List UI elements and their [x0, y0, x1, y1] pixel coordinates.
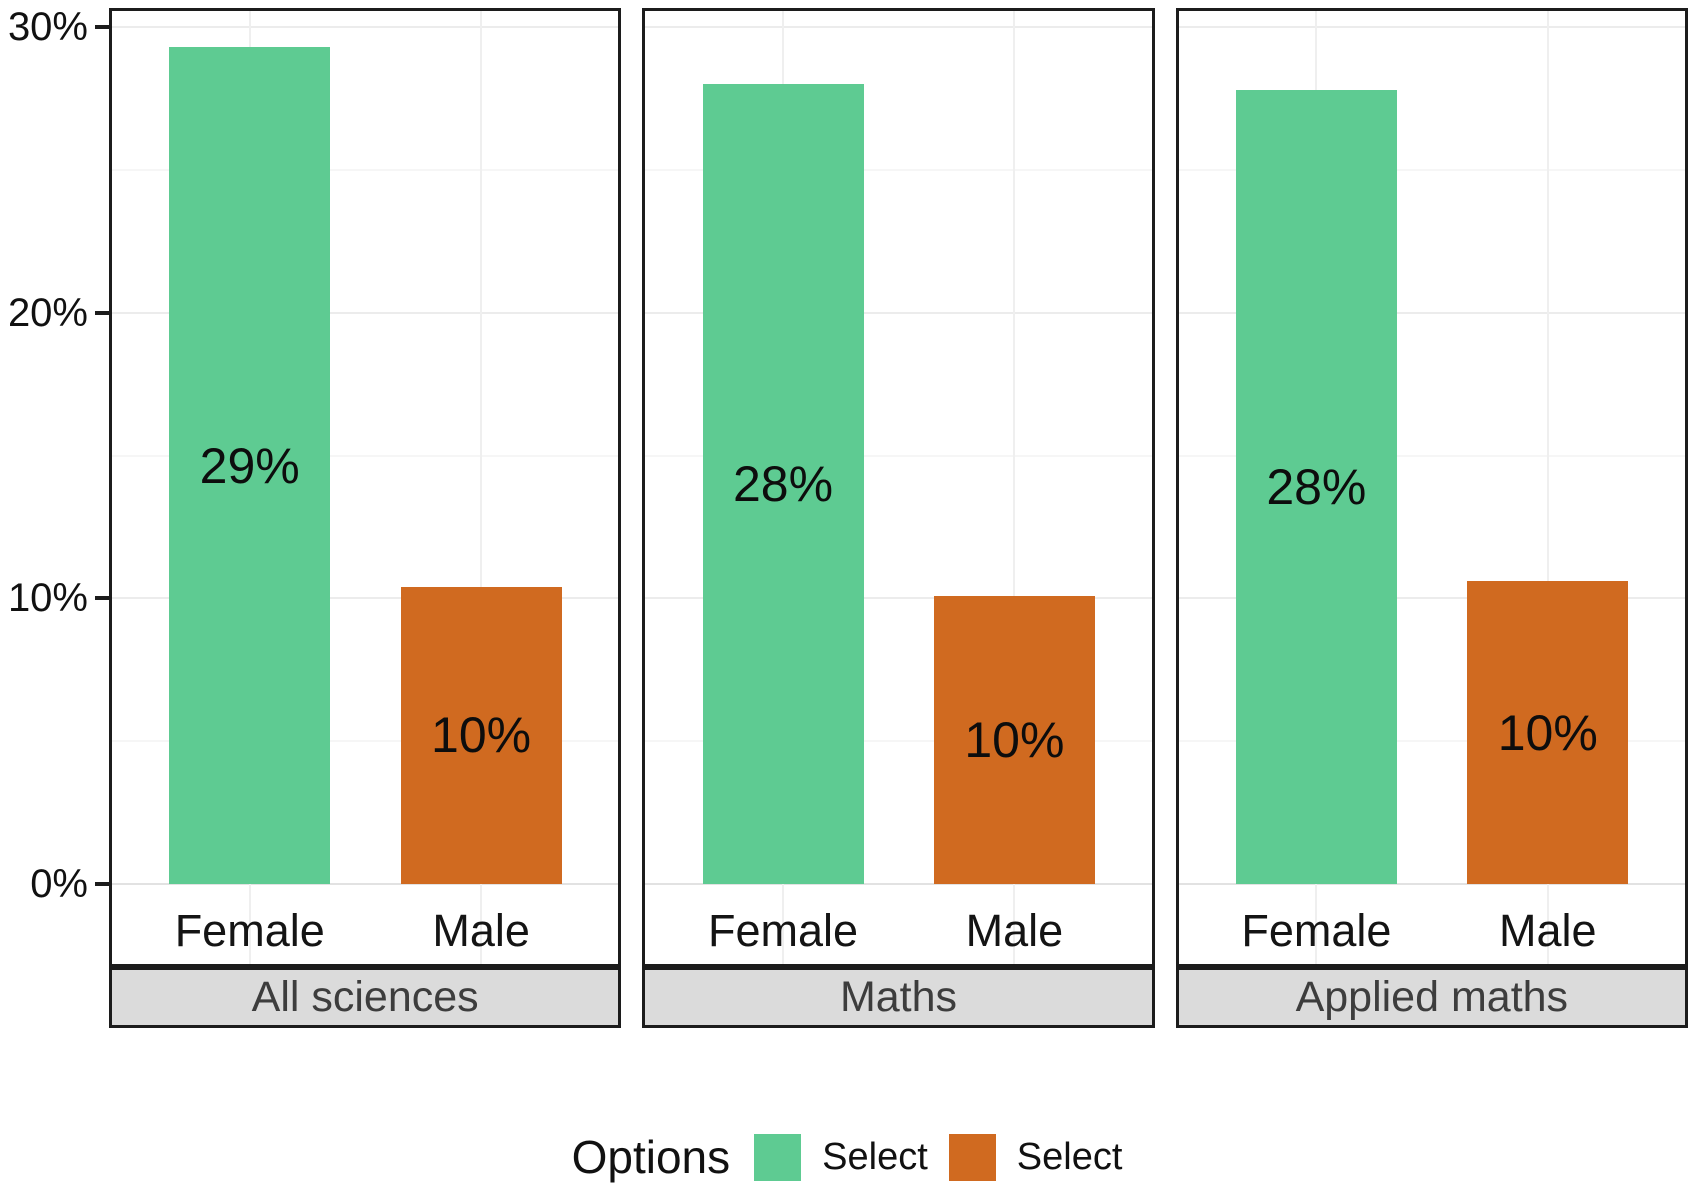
bar-female: 29% — [169, 47, 331, 884]
x-axis-label-male: Male — [432, 905, 530, 956]
legend: Options Select Select — [0, 1126, 1694, 1188]
x-axis-label-male: Male — [1498, 905, 1597, 956]
minor-gridline — [645, 169, 1152, 171]
major-gridline — [645, 311, 1152, 314]
bar-male: 10% — [1467, 581, 1629, 884]
major-gridline — [112, 883, 619, 885]
minor-gridline — [112, 169, 619, 171]
y-axis-tick-label: 30% — [7, 5, 88, 50]
x-axis-label-male: Male — [965, 905, 1064, 956]
y-axis-tick — [95, 596, 109, 601]
minor-gridline — [112, 740, 619, 743]
bar-male: 10% — [400, 586, 562, 884]
y-axis-tick-label: 20% — [7, 290, 88, 335]
major-gridline — [112, 311, 619, 314]
legend-entry-1: Select — [948, 1133, 1123, 1181]
minor-gridline — [645, 454, 1152, 457]
major-gridline — [1178, 26, 1685, 29]
y-axis-tick — [95, 310, 109, 315]
major-gridline — [1178, 311, 1685, 314]
legend-swatch — [948, 1133, 996, 1181]
major-gridline — [645, 883, 1152, 885]
legend-title: Options — [571, 1131, 731, 1183]
vertical-gridline — [1013, 11, 1016, 964]
bar-value-label: 10% — [964, 711, 1065, 768]
bar-value-label: 10% — [1497, 704, 1598, 761]
vertical-gridline — [480, 11, 483, 964]
bar-value-label: 28% — [1266, 459, 1367, 516]
major-gridline — [645, 597, 1152, 600]
facet-strip-label: Maths — [839, 973, 958, 1021]
bar-female: 28% — [702, 84, 864, 884]
facet-strip-label: All sciences — [251, 973, 479, 1021]
y-axis: 0% 10% 20% 30% — [0, 0, 109, 1040]
x-axis-label-female: Female — [708, 905, 859, 956]
bar-female: 28% — [1235, 90, 1397, 884]
bar-value-label: 28% — [732, 456, 834, 513]
y-axis-tick — [95, 25, 109, 30]
facet-0: 29% 10% Female Male All sciences — [109, 8, 622, 1028]
y-axis-tick-label: 0% — [30, 862, 88, 906]
minor-gridline — [112, 454, 619, 457]
major-gridline — [645, 26, 1152, 29]
major-gridline — [112, 597, 619, 600]
x-axis-label-female: Female — [174, 905, 325, 956]
bar-male: 10% — [933, 595, 1095, 884]
major-gridline — [112, 26, 619, 29]
plot-panel: 28% 10% Female Male — [642, 8, 1155, 967]
facet-1: 28% 10% Female Male Maths — [642, 8, 1155, 1028]
facet-strip: All sciences — [109, 967, 622, 1028]
minor-gridline — [1178, 454, 1685, 457]
legend-swatch — [754, 1133, 802, 1181]
legend-entry-0: Select — [754, 1133, 928, 1181]
x-axis-label-female: Female — [1241, 905, 1392, 956]
y-axis-tick — [95, 882, 109, 886]
minor-gridline — [645, 740, 1152, 743]
facet-strip: Applied maths — [1175, 967, 1688, 1028]
legend-entry-label: Select — [822, 1136, 928, 1178]
facet-strip: Maths — [642, 967, 1155, 1028]
bar-value-label: 29% — [199, 437, 300, 494]
vertical-gridline — [1546, 11, 1549, 964]
y-axis-tick-label: 10% — [7, 576, 88, 621]
major-gridline — [1178, 597, 1685, 600]
major-gridline — [1178, 883, 1685, 885]
legend-entry-label: Select — [1016, 1136, 1123, 1178]
facet-panels: 29% 10% Female Male All sciences 28% 10% Female… — [109, 8, 1688, 1028]
plot-panel: 29% 10% Female Male — [109, 8, 622, 967]
facet-2: 28% 10% Female Male Applied maths — [1175, 8, 1688, 1028]
facet-strip-label: Applied maths — [1295, 973, 1569, 1021]
plot-panel: 28% 10% Female Male — [1175, 8, 1688, 967]
minor-gridline — [1178, 169, 1685, 171]
bar-value-label: 10% — [431, 707, 532, 764]
minor-gridline — [1178, 740, 1685, 743]
